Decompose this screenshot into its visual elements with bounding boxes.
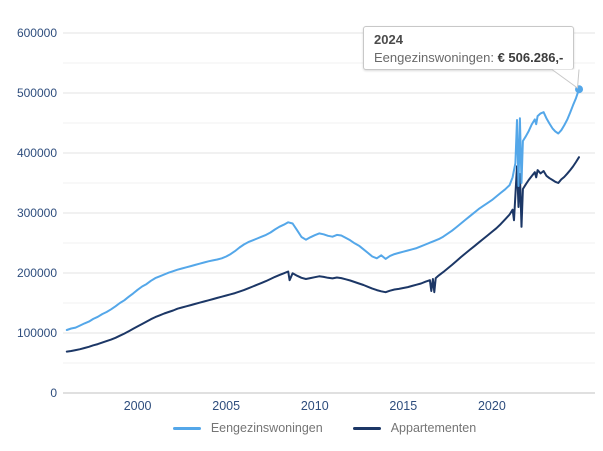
tooltip-title: 2024 — [374, 32, 403, 47]
legend: Eengezinswoningen Appartementen — [65, 417, 584, 439]
legend-label-appartementen: Appartementen — [390, 421, 477, 435]
y-axis-label: 300000 — [16, 206, 57, 220]
plot-hover-area[interactable] — [65, 33, 584, 393]
x-axis-label: 2015 — [389, 399, 418, 413]
y-axis-label: 600000 — [16, 26, 57, 40]
legend-swatch-eengezinswoningen — [172, 426, 201, 430]
tooltip-pointer-icon — [551, 69, 580, 89]
legend-swatch-appartementen — [352, 426, 381, 430]
legend-item-eengezinswoningen[interactable]: Eengezinswoningen — [172, 421, 323, 435]
y-axis-label: 100000 — [16, 326, 57, 340]
y-axis-label: 200000 — [16, 266, 57, 280]
tooltip-value: € 506.286,- — [497, 50, 564, 65]
x-axis-label: 2020 — [477, 399, 506, 413]
tooltip-series-label: Eengezinswoningen: — [374, 50, 498, 65]
y-axis-label: 0 — [50, 386, 57, 400]
x-axis-label: 2000 — [123, 399, 152, 413]
legend-item-appartementen[interactable]: Appartementen — [352, 421, 477, 435]
series-line-eengezinswoningen — [65, 88, 580, 331]
tooltip: 2024 Eengezinswoningen: € 506.286,- — [363, 26, 575, 70]
y-axis-label: 500000 — [16, 86, 57, 100]
y-axis-label: 400000 — [16, 146, 57, 160]
tooltip-body: Eengezinswoningen: € 506.286,- — [374, 49, 563, 67]
x-axis-label: 2010 — [300, 399, 329, 413]
series-line-appartementen — [65, 156, 580, 353]
legend-label-eengezinswoningen: Eengezinswoningen — [210, 421, 323, 435]
x-axis-label: 2005 — [212, 399, 241, 413]
